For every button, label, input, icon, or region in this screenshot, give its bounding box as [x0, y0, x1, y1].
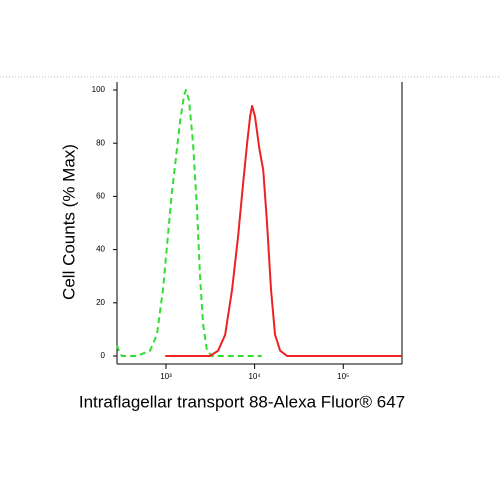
histogram-line: [116, 88, 262, 358]
y-tick-label: 0: [101, 351, 106, 360]
y-tick-label: 100: [92, 85, 106, 94]
x-axis-title: Intraflagellar transport 88-Alexa Fluor®…: [79, 392, 405, 411]
x-tick-label: 10³: [160, 372, 172, 381]
y-tick-label: 60: [96, 192, 105, 201]
histogram-line: [165, 104, 402, 358]
x-tick-label: 10⁵: [337, 372, 349, 381]
y-axis-title: Cell Counts (% Max): [59, 144, 78, 300]
x-tick-label: 10⁴: [248, 372, 261, 381]
y-tick-label: 40: [96, 245, 105, 254]
y-tick-label: 80: [96, 138, 105, 147]
y-tick-label: 20: [96, 298, 105, 307]
